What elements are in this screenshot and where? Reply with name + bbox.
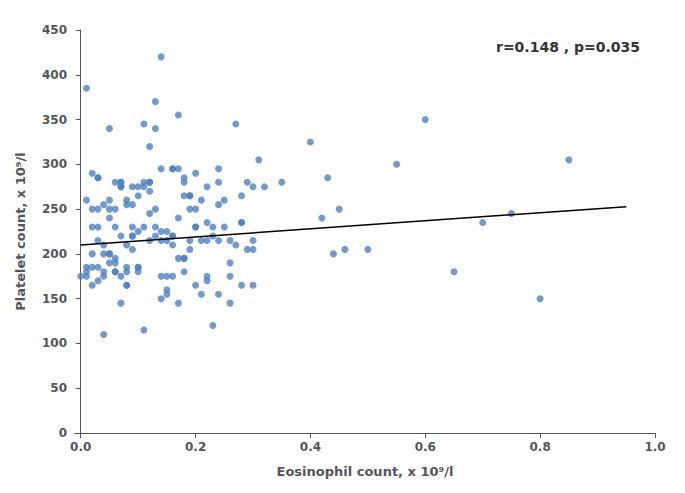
svg-text:200: 200 xyxy=(42,247,67,261)
svg-text:0.4: 0.4 xyxy=(300,440,321,454)
svg-text:0.6: 0.6 xyxy=(415,440,436,454)
svg-text:Platelet count, x 10⁹/l: Platelet count, x 10⁹/l xyxy=(13,152,28,311)
svg-text:400: 400 xyxy=(42,68,67,82)
svg-text:300: 300 xyxy=(42,157,67,171)
svg-text:250: 250 xyxy=(42,202,67,216)
svg-text:Eosinophil count, x 10⁹/l: Eosinophil count, x 10⁹/l xyxy=(277,464,454,479)
svg-text:1.0: 1.0 xyxy=(644,440,665,454)
svg-text:0.8: 0.8 xyxy=(530,440,551,454)
svg-text:450: 450 xyxy=(42,23,67,37)
svg-text:350: 350 xyxy=(42,113,67,127)
svg-text:0: 0 xyxy=(59,426,67,440)
svg-text:0.2: 0.2 xyxy=(185,440,206,454)
svg-text:150: 150 xyxy=(42,292,67,306)
svg-text:50: 50 xyxy=(50,381,67,395)
svg-text:100: 100 xyxy=(42,336,67,350)
svg-text:0.0: 0.0 xyxy=(70,440,91,454)
svg-text:r=0.148 , p=0.035: r=0.148 , p=0.035 xyxy=(496,39,640,55)
